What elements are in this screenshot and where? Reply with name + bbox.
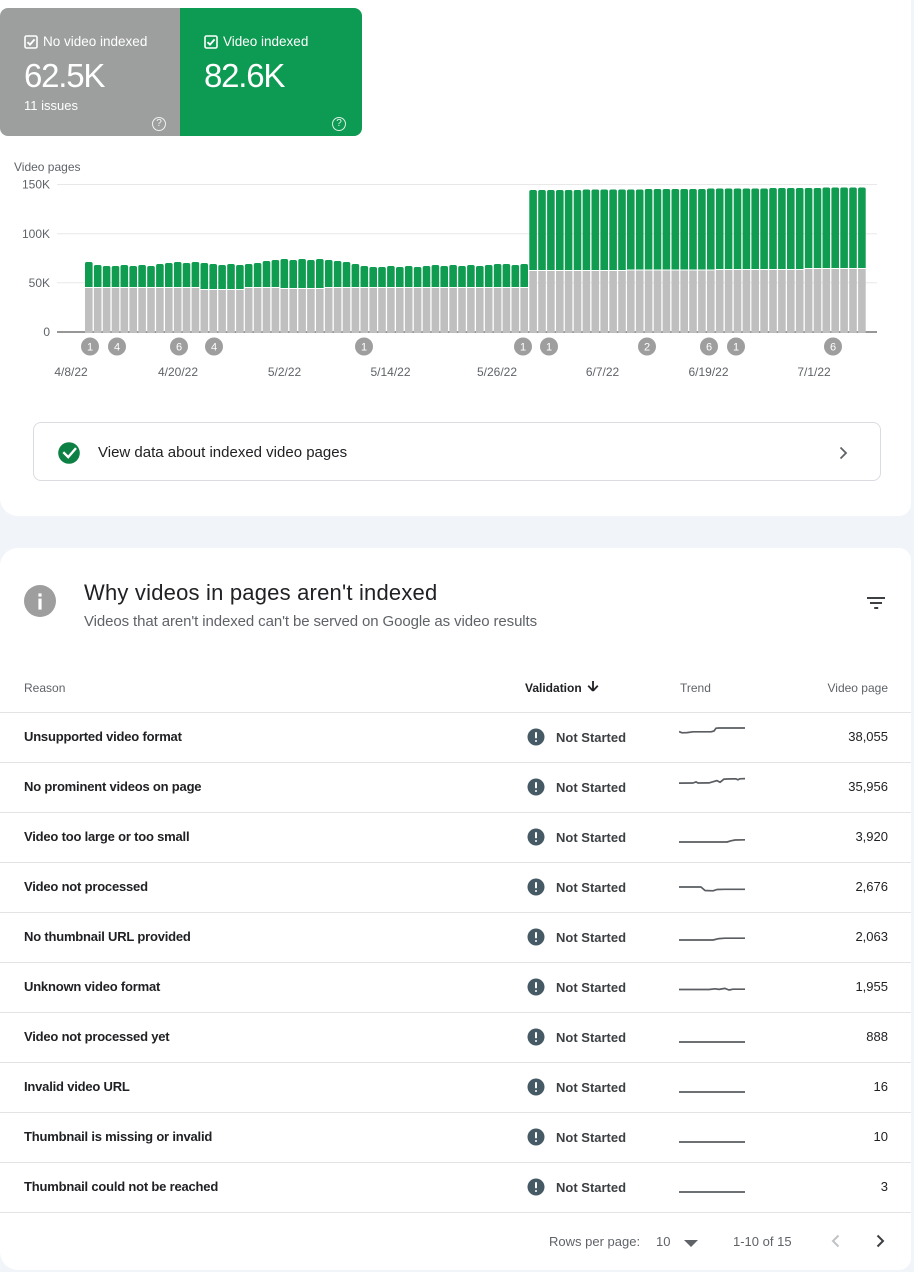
svg-text:7/1/22: 7/1/22 xyxy=(797,365,831,379)
svg-text:1: 1 xyxy=(87,342,93,354)
svg-text:5/2/22: 5/2/22 xyxy=(268,365,302,379)
svg-text:4: 4 xyxy=(211,342,217,354)
svg-text:6: 6 xyxy=(830,342,836,354)
svg-text:0: 0 xyxy=(43,325,50,339)
svg-text:1: 1 xyxy=(733,342,739,354)
svg-text:1: 1 xyxy=(546,342,552,354)
svg-text:1: 1 xyxy=(361,342,367,354)
svg-text:6/7/22: 6/7/22 xyxy=(586,365,620,379)
svg-text:6/19/22: 6/19/22 xyxy=(688,365,728,379)
svg-text:4: 4 xyxy=(114,342,120,354)
svg-text:150K: 150K xyxy=(22,178,50,192)
svg-text:6: 6 xyxy=(176,342,182,354)
svg-text:5/26/22: 5/26/22 xyxy=(477,365,517,379)
svg-text:50K: 50K xyxy=(29,276,50,290)
svg-text:1: 1 xyxy=(520,342,526,354)
svg-text:4/8/22: 4/8/22 xyxy=(54,365,88,379)
svg-text:6: 6 xyxy=(706,342,712,354)
svg-text:5/14/22: 5/14/22 xyxy=(370,365,410,379)
svg-text:4/20/22: 4/20/22 xyxy=(158,365,198,379)
svg-text:2: 2 xyxy=(644,342,650,354)
svg-text:100K: 100K xyxy=(22,227,50,241)
